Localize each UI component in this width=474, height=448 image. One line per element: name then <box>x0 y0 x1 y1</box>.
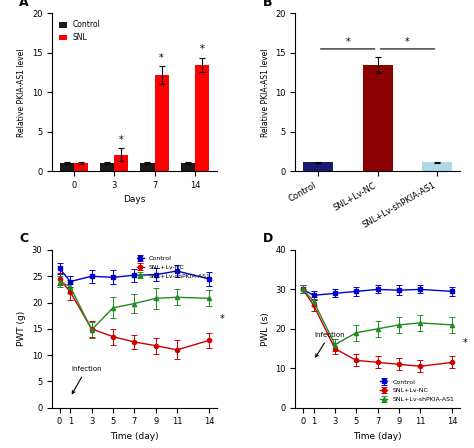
Text: A: A <box>19 0 29 9</box>
Text: *: * <box>119 135 124 145</box>
Legend: Control, SNL: Control, SNL <box>56 17 104 45</box>
Text: *: * <box>200 44 204 55</box>
Bar <box>303 163 333 171</box>
Legend: Control, SNL+Lv-NC, SNL+Lv-shPKIA-AS1: Control, SNL+Lv-NC, SNL+Lv-shPKIA-AS1 <box>134 253 213 281</box>
Bar <box>363 65 392 171</box>
Bar <box>181 163 195 171</box>
Legend: Control, SNL+Lv-NC, SNL+Lv-shPKIA-AS1: Control, SNL+Lv-NC, SNL+Lv-shPKIA-AS1 <box>377 377 456 405</box>
X-axis label: Time (day): Time (day) <box>110 432 159 441</box>
Bar <box>100 163 114 171</box>
Text: C: C <box>19 232 28 245</box>
Text: *: * <box>346 37 350 47</box>
Y-axis label: PWL (s): PWL (s) <box>261 312 270 346</box>
Text: *: * <box>463 338 468 348</box>
Bar <box>155 75 169 171</box>
Bar <box>422 163 452 171</box>
Bar <box>114 155 128 171</box>
X-axis label: Days: Days <box>123 195 146 204</box>
Text: Infection: Infection <box>314 332 345 357</box>
Y-axis label: PWT (g): PWT (g) <box>17 311 26 346</box>
Bar <box>195 65 209 171</box>
Text: *: * <box>405 37 410 47</box>
Text: D: D <box>263 232 273 245</box>
Text: B: B <box>263 0 272 9</box>
Y-axis label: Relative PKIA-AS1 level: Relative PKIA-AS1 level <box>261 48 270 137</box>
Bar <box>74 163 88 171</box>
Text: *: * <box>220 314 225 324</box>
X-axis label: Time (day): Time (day) <box>353 432 402 441</box>
Bar <box>140 163 155 171</box>
Text: *: * <box>159 53 164 63</box>
Y-axis label: Relative PKIA-AS1 level: Relative PKIA-AS1 level <box>18 48 27 137</box>
Text: Infection: Infection <box>71 366 101 394</box>
Bar <box>60 163 74 171</box>
